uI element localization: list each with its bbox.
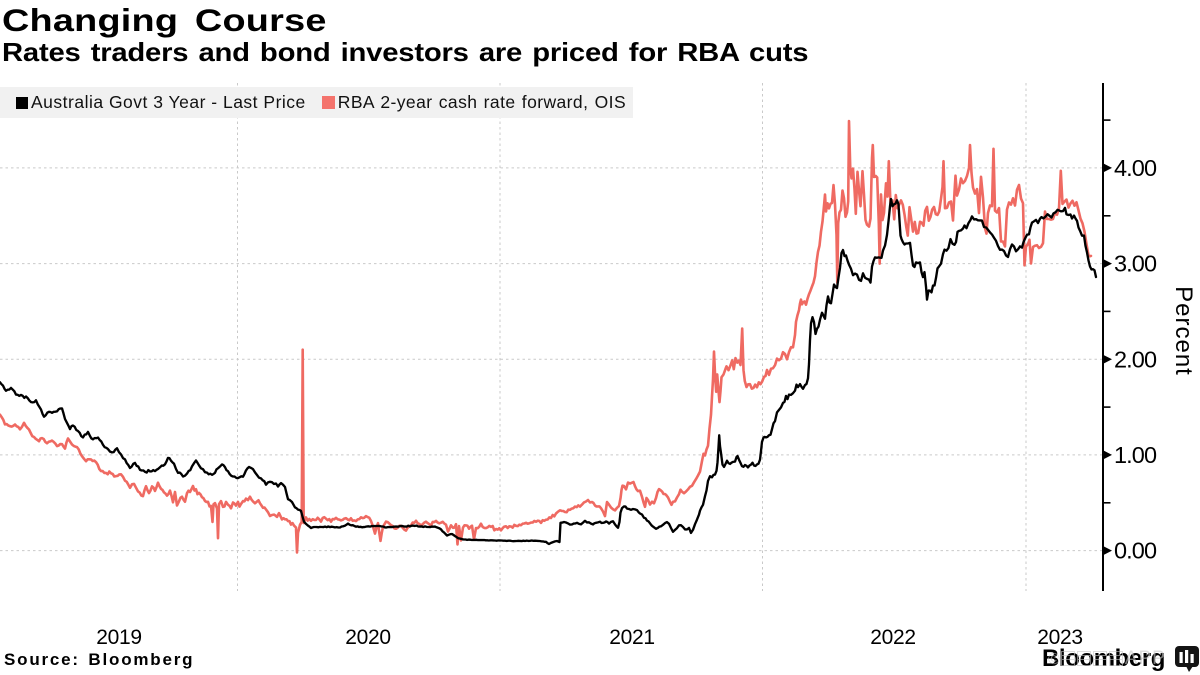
svg-text:3.00: 3.00: [1114, 251, 1157, 277]
svg-text:4.00: 4.00: [1114, 155, 1157, 181]
svg-text:2023: 2023: [1037, 626, 1083, 649]
svg-text:1.00: 1.00: [1114, 442, 1157, 468]
svg-text:2021: 2021: [609, 626, 655, 649]
svg-text:2019: 2019: [96, 626, 142, 649]
svg-text:2.00: 2.00: [1114, 346, 1157, 372]
svg-text:Percent: Percent: [1170, 286, 1197, 376]
svg-text:2020: 2020: [345, 626, 391, 649]
svg-text:2022: 2022: [870, 626, 916, 649]
svg-text:0.00: 0.00: [1114, 538, 1157, 564]
